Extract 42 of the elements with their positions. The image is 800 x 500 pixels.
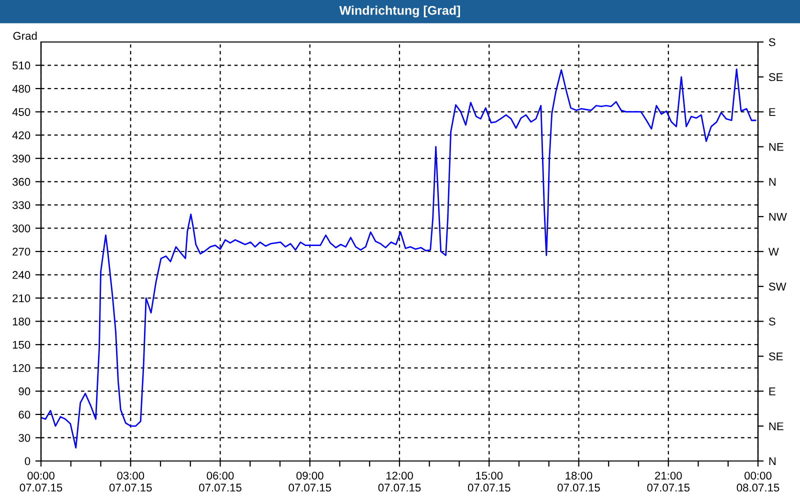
y-tick-label: 300: [12, 224, 30, 232]
x-tick-label: 09:00 07.07.15: [288, 472, 332, 492]
y-tick-label: 240: [12, 271, 30, 279]
y-tick-label: 480: [12, 84, 30, 93]
x-tick-label: 18:00 07.07.15: [558, 472, 600, 492]
category-label: N: [769, 457, 776, 466]
x-tick-label: 21:00 07.07.15: [647, 472, 690, 492]
category-label: W: [768, 248, 779, 256]
x-tick-label: 00:00 07.07.15: [20, 472, 62, 492]
y-tick-label: 30: [18, 434, 30, 442]
x-tick-label: 12:00 07.07.15: [378, 472, 421, 492]
category-label: NW: [769, 212, 787, 221]
y-tick-label: 450: [12, 108, 30, 116]
y-tick-label: 0: [24, 457, 30, 466]
category-label: NE: [769, 422, 784, 430]
y-tick-label: 330: [12, 201, 30, 210]
x-tick-label: 06:00 07.07.15: [199, 472, 242, 492]
x-tick-label: 03:00 07.07.15: [109, 472, 152, 492]
category-label: SE: [768, 352, 783, 360]
x-tick-label: 15:00 07.07.15: [468, 472, 510, 492]
y-tick-label: 150: [12, 340, 30, 349]
category-label: E: [769, 108, 776, 116]
category-label: SE: [768, 73, 783, 82]
y-tick-label: 120: [12, 364, 30, 372]
category-label: N: [769, 178, 776, 186]
category-label: SW: [768, 282, 786, 291]
y-axis-title: Grad: [13, 32, 37, 40]
y-tick-label: 420: [12, 131, 30, 140]
y-tick-label: 510: [12, 62, 30, 70]
category-label: NE: [769, 143, 784, 151]
y-tick-label: 210: [12, 294, 30, 302]
chart-title: Windrichtung [Grad]: [339, 6, 460, 18]
y-tick-label: 180: [12, 318, 30, 326]
y-tick-label: 390: [12, 154, 30, 163]
y-tick-label: 60: [18, 410, 30, 419]
y-tick-label: 360: [12, 178, 30, 186]
x-tick-label: 00:00 08.07.15: [736, 472, 780, 492]
category-label: S: [768, 318, 776, 326]
y-tick-label: 270: [12, 248, 30, 256]
y-tick-label: 90: [18, 387, 30, 396]
category-label: E: [769, 388, 776, 396]
category-label: S: [768, 38, 776, 46]
